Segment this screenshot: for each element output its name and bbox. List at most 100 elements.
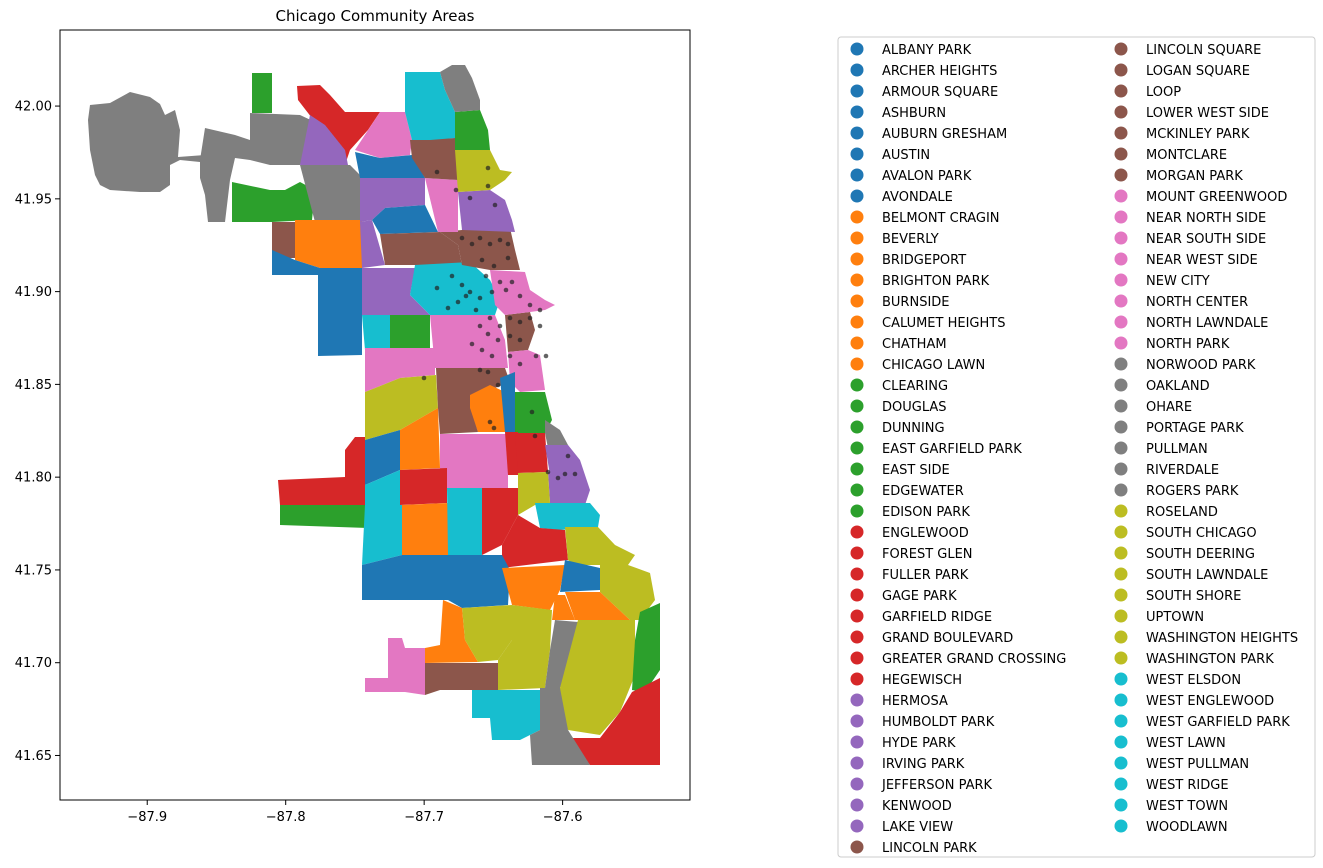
legend-label: HUMBOLDT PARK (882, 715, 995, 730)
location-point (527, 302, 533, 308)
legend-label: OAKLAND (1146, 379, 1210, 394)
y-tick-label: 41.95 (15, 192, 52, 207)
legend-label: AUSTIN (882, 148, 930, 163)
area-south-chicago (600, 565, 655, 620)
location-point (459, 282, 465, 288)
area-albany-park (355, 152, 425, 180)
legend-marker (1114, 231, 1128, 245)
legend-label: GRAND BOULEVARD (882, 631, 1013, 646)
legend-label: NEW CITY (1146, 274, 1210, 289)
legend-marker (850, 378, 864, 392)
area-west-englewood (447, 488, 482, 555)
x-tick-label: −87.8 (266, 810, 306, 825)
area-avalon-park (560, 560, 600, 592)
location-point (517, 361, 523, 367)
legend-marker (1114, 798, 1128, 812)
location-point (495, 337, 501, 343)
legend-label: EDGEWATER (882, 484, 964, 499)
legend-marker (850, 483, 864, 497)
legend-marker (1114, 609, 1128, 623)
legend-label: WASHINGTON PARK (1146, 652, 1274, 667)
legend-marker (1114, 756, 1128, 770)
map-title: Chicago Community Areas (276, 7, 475, 25)
area-edison-park (252, 73, 272, 113)
location-point (449, 273, 455, 279)
area-bridgeport (470, 385, 505, 432)
area-oakland (545, 420, 568, 448)
legend-label: MOUNT GREENWOOD (1146, 190, 1287, 205)
legend-label: ARMOUR SQUARE (882, 85, 998, 100)
legend-marker (1114, 483, 1128, 497)
area-rogers-park (440, 65, 480, 112)
legend-marker (850, 168, 864, 182)
legend-label: CLEARING (882, 379, 948, 394)
legend-label: SOUTH CHICAGO (1146, 526, 1257, 541)
legend-marker (1114, 147, 1128, 161)
area-south-lawndale (365, 375, 438, 440)
location-point (509, 279, 515, 285)
area-south-shore (565, 527, 635, 565)
area-avondale (372, 205, 438, 234)
location-point (455, 299, 461, 305)
location-point (555, 475, 561, 481)
legend-marker (850, 147, 864, 161)
legend-marker (850, 462, 864, 476)
legend-label: DUNNING (882, 421, 945, 436)
area-west-lawn (362, 505, 402, 565)
location-point (491, 263, 497, 269)
area-humboldt-park (362, 268, 430, 315)
legend-label: NORTH LAWNDALE (1146, 316, 1268, 331)
location-point (477, 235, 483, 241)
area-auburn-gresham (448, 555, 510, 608)
legend-marker (850, 189, 864, 203)
legend-marker (850, 525, 864, 539)
legend-marker (1114, 42, 1128, 56)
location-point (492, 202, 498, 208)
legend-marker (850, 126, 864, 140)
legend-label: NORTH CENTER (1146, 295, 1248, 310)
location-point (467, 289, 473, 295)
location-point (469, 341, 475, 347)
legend-label: SOUTH LAWNDALE (1146, 568, 1268, 583)
legend-marker (1114, 294, 1128, 308)
legend-label: HERMOSA (882, 694, 948, 709)
location-point (507, 333, 513, 339)
location-point (517, 337, 523, 343)
location-point (487, 315, 493, 321)
legend-marker (850, 294, 864, 308)
location-point (507, 315, 513, 321)
location-point (517, 293, 523, 299)
legend-label: ENGLEWOOD (882, 526, 969, 541)
legend-label: PULLMAN (1146, 442, 1208, 457)
area-woodlawn (535, 503, 600, 530)
legend-marker (850, 777, 864, 791)
area-calumet-heights (565, 592, 630, 620)
y-axis: 41.65 41.70 41.75 41.80 41.85 41.90 41.95 42.00 (15, 100, 60, 764)
legend-label: EAST SIDE (882, 463, 950, 478)
area-logan-square (380, 232, 462, 265)
location-point (507, 353, 513, 359)
legend-label: CHATHAM (882, 337, 947, 352)
area-loop (505, 312, 535, 352)
legend-marker (850, 504, 864, 518)
y-tick-label: 41.70 (15, 656, 52, 671)
area-riverdale (530, 688, 590, 765)
legend-marker (1114, 735, 1128, 749)
location-point (479, 347, 485, 353)
area-burnside (552, 595, 575, 620)
legend-label: MONTCLARE (1146, 148, 1227, 163)
legend-label: MCKINLEY PARK (1146, 127, 1250, 142)
area-washington-heights (462, 605, 512, 662)
location-point (487, 419, 493, 425)
legend-label: ROSELAND (1146, 505, 1218, 520)
legend-label: PORTAGE PARK (1146, 421, 1244, 436)
location-point (562, 471, 568, 477)
location-point (434, 169, 440, 175)
y-tick-label: 42.00 (15, 100, 52, 115)
location-point (477, 367, 483, 373)
legend-marker (850, 399, 864, 413)
area-beverly (425, 600, 478, 663)
location-point (477, 323, 483, 329)
legend-marker (1114, 441, 1128, 455)
map-axes: −87.9 −87.8 −87.7 −87.6 41.65 41.70 41.75 41.8… (15, 29, 691, 825)
